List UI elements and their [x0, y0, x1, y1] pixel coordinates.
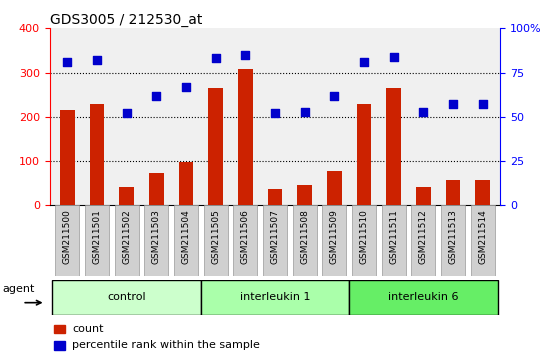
Point	[271, 110, 279, 116]
Text: interleukin 1: interleukin 1	[240, 292, 310, 302]
FancyBboxPatch shape	[145, 205, 168, 276]
FancyBboxPatch shape	[115, 205, 139, 276]
Bar	[208, 88, 223, 205]
FancyBboxPatch shape	[263, 205, 287, 276]
FancyBboxPatch shape	[56, 205, 79, 276]
Bar	[327, 171, 342, 205]
FancyBboxPatch shape	[322, 205, 346, 276]
Bar	[349, 280, 498, 315]
Text: GSM211512: GSM211512	[419, 209, 428, 264]
Text: GSM211505: GSM211505	[211, 209, 220, 264]
Text: interleukin 6: interleukin 6	[388, 292, 459, 302]
Text: GSM211501: GSM211501	[92, 209, 101, 264]
Bar	[52, 280, 201, 315]
FancyBboxPatch shape	[411, 205, 435, 276]
Point	[300, 109, 309, 114]
FancyBboxPatch shape	[441, 205, 465, 276]
Bar	[446, 180, 460, 205]
Bar	[54, 325, 65, 333]
FancyBboxPatch shape	[382, 205, 405, 276]
FancyBboxPatch shape	[352, 205, 376, 276]
Text: GSM211513: GSM211513	[449, 209, 458, 264]
Text: agent: agent	[3, 284, 35, 293]
Text: GSM211508: GSM211508	[300, 209, 309, 264]
Bar	[201, 280, 349, 315]
Point	[449, 102, 458, 107]
Bar	[119, 187, 134, 205]
Text: GSM211502: GSM211502	[122, 209, 131, 264]
Point	[241, 52, 250, 58]
Point	[122, 110, 131, 116]
Point	[360, 59, 368, 65]
Text: GSM211506: GSM211506	[241, 209, 250, 264]
Point	[419, 109, 428, 114]
Point	[92, 57, 101, 63]
Point	[63, 59, 72, 65]
Bar	[60, 110, 75, 205]
Text: GSM211509: GSM211509	[330, 209, 339, 264]
FancyBboxPatch shape	[174, 205, 198, 276]
Bar	[356, 104, 371, 205]
Text: GSM211514: GSM211514	[478, 209, 487, 264]
Text: GDS3005 / 212530_at: GDS3005 / 212530_at	[50, 13, 202, 27]
Text: GSM211503: GSM211503	[152, 209, 161, 264]
Text: GSM211507: GSM211507	[271, 209, 279, 264]
Text: GSM211504: GSM211504	[182, 209, 190, 264]
Bar	[386, 88, 401, 205]
Bar	[416, 187, 431, 205]
Point	[182, 84, 190, 90]
Bar	[297, 185, 312, 205]
Bar	[475, 180, 490, 205]
FancyBboxPatch shape	[293, 205, 317, 276]
Text: GSM211511: GSM211511	[389, 209, 398, 264]
Text: count: count	[72, 324, 103, 334]
Point	[478, 102, 487, 107]
FancyBboxPatch shape	[471, 205, 494, 276]
Point	[330, 93, 339, 98]
Bar	[54, 341, 65, 350]
Text: GSM211500: GSM211500	[63, 209, 72, 264]
Point	[211, 56, 220, 61]
FancyBboxPatch shape	[85, 205, 109, 276]
FancyBboxPatch shape	[233, 205, 257, 276]
Point	[152, 93, 161, 98]
Bar	[149, 173, 164, 205]
Text: control: control	[107, 292, 146, 302]
Bar	[179, 162, 194, 205]
Text: GSM211510: GSM211510	[360, 209, 368, 264]
Bar	[238, 69, 253, 205]
Bar	[268, 188, 282, 205]
Bar	[90, 104, 104, 205]
FancyBboxPatch shape	[204, 205, 228, 276]
Point	[389, 54, 398, 59]
Text: percentile rank within the sample: percentile rank within the sample	[72, 340, 260, 350]
